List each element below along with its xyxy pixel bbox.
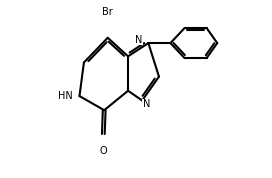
Text: Br: Br	[102, 7, 113, 17]
Text: HN: HN	[58, 91, 72, 101]
Text: N: N	[143, 99, 150, 109]
Text: O: O	[100, 146, 107, 156]
Text: N: N	[135, 35, 143, 45]
